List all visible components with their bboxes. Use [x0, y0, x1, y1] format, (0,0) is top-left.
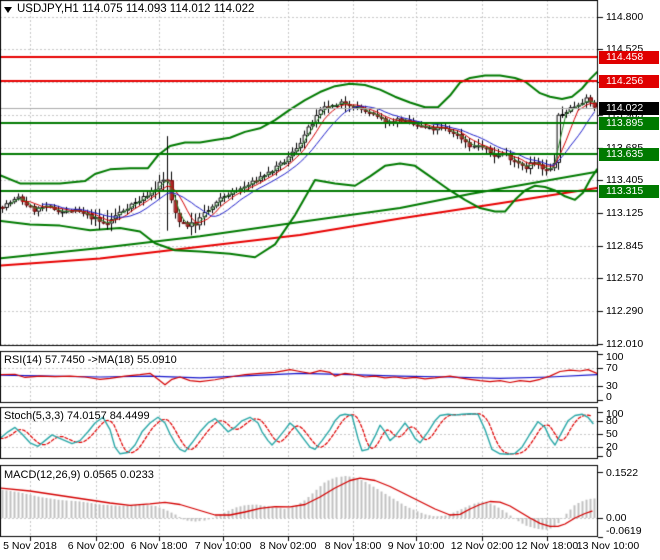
time-axis-label: 6 Nov 18:00: [130, 540, 188, 552]
chart-title: USDJPY,H1 114.075 114.093 114.012 114.02…: [3, 2, 254, 16]
price-badge: 113.895: [599, 117, 659, 130]
time-axis-label: 8 Nov 18:00: [324, 540, 382, 552]
rsi-label: RSI(14) 57.7450 ->MA(18) 55.0910: [4, 354, 177, 366]
time-axis-label: 8 Nov 02:00: [259, 540, 317, 552]
rsi-axis-label: 30: [606, 380, 618, 392]
macd-axis-label: -0.0619: [606, 525, 642, 537]
time-axis-label: 9 Nov 10:00: [387, 540, 445, 552]
time-axis-label: 5 Nov 2018: [3, 540, 57, 552]
tick-down-icon: [4, 7, 12, 13]
stoch-axis-label: 80: [606, 415, 618, 427]
price-axis-label: 114.800: [606, 11, 644, 23]
price-axis-label: 112.845: [606, 240, 644, 252]
stoch-label: Stoch(5,3,3) 74.0157 84.4499: [4, 410, 150, 422]
rsi-axis-label: 100: [606, 351, 624, 363]
price-axis-label: 112.290: [606, 305, 644, 317]
price-badge: 114.458: [599, 51, 659, 64]
time-axis-label: 6 Nov 02:00: [67, 540, 125, 552]
price-axis-label: 112.010: [606, 338, 644, 350]
price-axis-label: 113.125: [606, 207, 644, 219]
symbol-ohlc-label: USDJPY,H1 114.075 114.093 114.012 114.02…: [17, 3, 255, 15]
price-badge: 114.022: [599, 102, 659, 115]
stoch-axis-label: 50: [606, 428, 618, 440]
stoch-axis-label: 100: [606, 408, 624, 420]
price-badge: 114.256: [599, 75, 659, 88]
macd-axis-label: 0.1522: [606, 467, 639, 479]
price-badge: 113.635: [599, 148, 659, 161]
price-axis-label: 113.405: [606, 174, 644, 186]
main-chart-panel[interactable]: [0, 0, 598, 346]
rsi-axis-label: 0: [606, 391, 612, 403]
time-axis-label: 13 Nov 10:00: [576, 540, 640, 552]
time-axis-label: 12 Nov 02:00: [450, 540, 514, 552]
time-axis-label: 12 Nov 18:00: [515, 540, 579, 552]
price-axis[interactable]: 114.800114.525113.965113.685113.405113.1…: [598, 0, 660, 537]
rsi-axis-label: 70: [606, 362, 618, 374]
price-axis-label: 112.570: [606, 272, 644, 284]
stoch-axis-label: 20: [606, 441, 618, 453]
macd-label: MACD(12,26,9) 0.0565 0.0233: [4, 469, 154, 481]
macd-axis-label: 0.00: [606, 512, 627, 524]
stoch-axis-label: 0: [606, 448, 612, 460]
price-badge: 113.315: [599, 185, 659, 198]
time-axis[interactable]: 5 Nov 2018 6 Nov 02:00 6 Nov 18:00 7 Nov 10…: [0, 537, 660, 560]
time-axis-label: 7 Nov 10:00: [194, 540, 252, 552]
